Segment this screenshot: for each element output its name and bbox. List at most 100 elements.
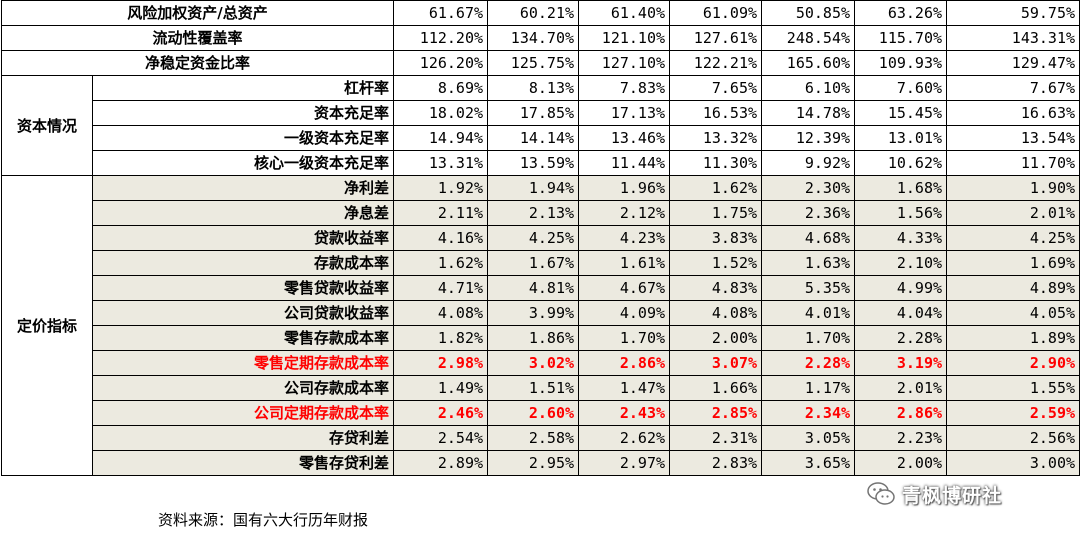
cell: 1.90%	[946, 175, 1080, 201]
cell: 2.86%	[578, 350, 671, 376]
cell: 4.23%	[578, 225, 671, 251]
row-label: 风险加权资产/总资产	[0, 0, 395, 26]
cell: 3.00%	[946, 450, 1080, 476]
row-label: 净利差	[91, 175, 395, 201]
cell: 13.59%	[487, 150, 580, 176]
cell: 2.01%	[854, 375, 948, 401]
cell: 8.13%	[487, 75, 580, 101]
cell: 4.04%	[854, 300, 948, 326]
cell: 2.90%	[946, 350, 1080, 376]
row-label: 公司存款成本率	[91, 375, 395, 401]
cell: 4.71%	[393, 275, 489, 301]
cell: 4.25%	[487, 225, 580, 251]
cell: 1.61%	[578, 250, 671, 276]
cell: 10.62%	[854, 150, 948, 176]
table-row: 资本情况 杠杆率 8.69% 8.13% 7.83% 7.65% 6.10% 7…	[1, 75, 1080, 176]
cell: 50.85%	[761, 0, 856, 26]
cell: 1.62%	[393, 250, 489, 276]
row-label: 流动性覆盖率	[0, 25, 395, 51]
cell: 13.31%	[393, 150, 489, 176]
cell: 61.40%	[578, 0, 671, 26]
row-label: 公司定期存款成本率	[91, 400, 395, 426]
cell: 2.28%	[761, 350, 856, 376]
cell: 8.69%	[393, 75, 489, 101]
cell: 3.83%	[669, 225, 763, 251]
cell: 14.14%	[487, 125, 580, 151]
cell: 2.28%	[854, 325, 948, 351]
cell: 13.46%	[578, 125, 671, 151]
cell: 3.99%	[487, 300, 580, 326]
cell: 127.61%	[669, 25, 763, 51]
table-row: 定价指标 净利差 1.92% 1.94% 1.96% 1.62% 2.30% 1…	[1, 175, 1080, 476]
cell: 3.02%	[487, 350, 580, 376]
cell: 14.78%	[761, 100, 856, 126]
watermark: 青枫博研社	[866, 476, 1076, 512]
cell: 4.83%	[669, 275, 763, 301]
cell: 7.65%	[669, 75, 763, 101]
row-label: 存款成本率	[91, 250, 395, 276]
cell: 2.00%	[854, 450, 948, 476]
cell: 16.63%	[946, 100, 1080, 126]
cell: 1.51%	[487, 375, 580, 401]
cell: 1.82%	[393, 325, 489, 351]
cell: 4.68%	[761, 225, 856, 251]
cell: 126.20%	[393, 50, 489, 76]
cell: 61.09%	[669, 0, 763, 26]
table-row: 存款成本率 1.62% 1.67% 1.61% 1.52% 1.63% 2.10…	[2, 250, 1080, 276]
bank-metrics-table: 风险加权资产/总资产 61.67% 60.21% 61.40% 61.09% 5…	[0, 0, 1080, 476]
cell: 2.85%	[669, 400, 763, 426]
table-row: 零售贷款收益率 4.71% 4.81% 4.67% 4.83% 5.35% 4.…	[2, 275, 1080, 301]
cell: 2.97%	[578, 450, 671, 476]
cell: 4.08%	[669, 300, 763, 326]
cell: 165.60%	[761, 50, 856, 76]
cell: 4.05%	[946, 300, 1080, 326]
cell: 2.89%	[393, 450, 489, 476]
table-row: 贷款收益率 4.16% 4.25% 4.23% 3.83% 4.68% 4.33…	[2, 225, 1080, 251]
cell: 60.21%	[487, 0, 580, 26]
row-label: 一级资本充足率	[91, 125, 395, 151]
cell: 125.75%	[487, 50, 580, 76]
cell: 4.01%	[761, 300, 856, 326]
cell: 1.62%	[669, 175, 763, 201]
cell: 12.39%	[761, 125, 856, 151]
table-row: 零售存款成本率 1.82% 1.86% 1.70% 2.00% 1.70% 2.…	[2, 325, 1080, 351]
row-label: 公司贷款收益率	[91, 300, 395, 326]
cell: 1.89%	[946, 325, 1080, 351]
cell: 1.52%	[669, 250, 763, 276]
cell: 1.66%	[669, 375, 763, 401]
cell: 7.83%	[578, 75, 671, 101]
cell: 1.92%	[393, 175, 489, 201]
row-label: 零售贷款收益率	[91, 275, 395, 301]
cell: 1.75%	[669, 200, 763, 226]
cell: 109.93%	[854, 50, 948, 76]
cell: 6.10%	[761, 75, 856, 101]
cell: 2.00%	[669, 325, 763, 351]
cell: 248.54%	[761, 25, 856, 51]
cell: 13.54%	[946, 125, 1080, 151]
cell: 143.31%	[946, 25, 1080, 51]
cell: 3.05%	[761, 425, 856, 451]
cell: 63.26%	[854, 0, 948, 26]
cell: 2.58%	[487, 425, 580, 451]
table-row: 资本充足率 18.02% 17.85% 17.13% 16.53% 14.78%…	[2, 100, 1080, 126]
cell: 4.89%	[946, 275, 1080, 301]
table-row: 存贷利差 2.54% 2.58% 2.62% 2.31% 3.05% 2.23%…	[2, 425, 1080, 451]
cell: 1.68%	[854, 175, 948, 201]
cell: 2.83%	[669, 450, 763, 476]
cell: 2.12%	[578, 200, 671, 226]
cell: 2.31%	[669, 425, 763, 451]
cell: 16.53%	[669, 100, 763, 126]
row-label: 零售存贷利差	[91, 450, 395, 476]
cell: 122.21%	[669, 50, 763, 76]
row-label: 零售存款成本率	[91, 325, 395, 351]
cell: 61.67%	[393, 0, 489, 26]
row-label: 净息差	[91, 200, 395, 226]
table-row-highlight: 公司定期存款成本率 2.46% 2.60% 2.43% 2.85% 2.34% …	[2, 400, 1080, 426]
row-label: 杠杆率	[91, 75, 395, 101]
cell: 17.13%	[578, 100, 671, 126]
cell: 112.20%	[393, 25, 489, 51]
table-row: 净稳定资金比率 126.20% 125.75% 127.10% 122.21% …	[0, 50, 1080, 76]
cell: 121.10%	[578, 25, 671, 51]
table-row: 净息差 2.11% 2.13% 2.12% 1.75% 2.36% 1.56% …	[2, 200, 1080, 226]
cell: 134.70%	[487, 25, 580, 51]
